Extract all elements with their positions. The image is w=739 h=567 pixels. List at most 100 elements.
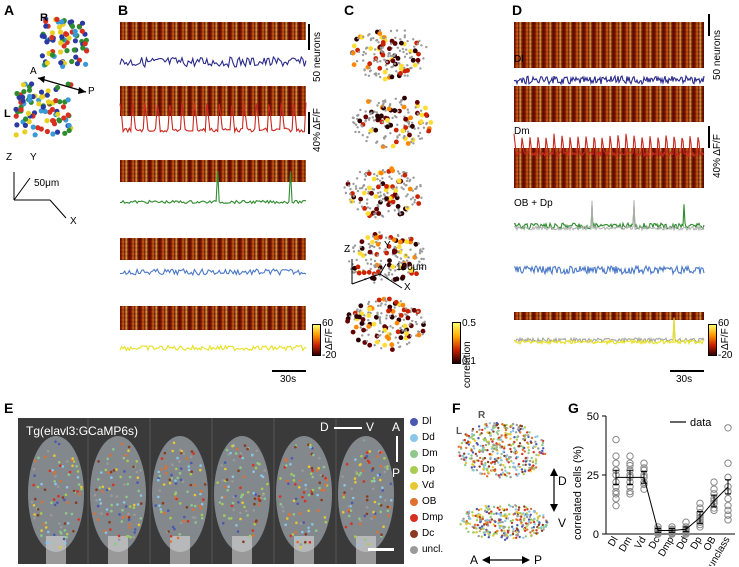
panel-b-time-scale: 30s [280, 374, 297, 385]
x-tick-label: Dmp [657, 535, 677, 559]
activity-trace [119, 171, 307, 205]
region-dot [503, 538, 507, 541]
cell-dot [366, 324, 372, 329]
x-tick-label: Dd [675, 535, 691, 552]
region-dot [296, 502, 300, 506]
cell-dot [380, 347, 383, 350]
region-dot [482, 467, 485, 471]
cell-dot [376, 313, 379, 316]
cell-dot [364, 52, 367, 55]
region-dot [242, 475, 246, 479]
cell-dot [408, 236, 411, 240]
panel-d-cbar-min: -20 [718, 350, 733, 361]
cell-dot [421, 263, 424, 266]
cell-dot [367, 34, 370, 37]
region-dot [497, 426, 500, 430]
region-dot [40, 534, 43, 537]
cell-dot [62, 130, 68, 136]
region-dot [36, 485, 40, 489]
region-dot [509, 475, 512, 479]
panel-b-neurons-scale: 50 neurons [312, 31, 323, 82]
region-dot [461, 454, 464, 458]
cell-dot [395, 186, 398, 189]
panel-a-x-label: X [70, 216, 77, 227]
region-dot [379, 465, 383, 468]
region-dot [227, 517, 231, 520]
region-dot [298, 512, 302, 515]
region-dot [198, 504, 202, 508]
cell-dot [421, 322, 426, 328]
cell-dot [352, 182, 355, 186]
region-dot [532, 520, 536, 524]
panel-b-colorbar [312, 324, 321, 356]
region-dot [534, 462, 538, 465]
region-dot [493, 469, 496, 473]
region-dot [34, 497, 37, 501]
region-dot [311, 469, 314, 472]
data-point [696, 499, 704, 508]
cell-dot [404, 307, 408, 310]
region-dot [500, 445, 504, 448]
region-dot [347, 508, 350, 512]
region-dot [322, 488, 326, 492]
region-dot [512, 537, 515, 540]
region-dot [515, 451, 519, 454]
region-dot [33, 474, 36, 477]
cell-dot [50, 118, 56, 124]
cell-dot [367, 300, 371, 304]
region-dot [309, 472, 313, 475]
region-dot [378, 451, 382, 454]
cell-dot [67, 19, 73, 25]
brain-outline [276, 436, 332, 552]
y-tick-label: 50 [587, 411, 599, 423]
cell-dot [406, 206, 409, 209]
region-dot [135, 470, 139, 474]
cell-dot [372, 188, 376, 191]
cell-dot [402, 172, 408, 178]
cell-dot [43, 18, 49, 24]
region-dot [492, 426, 495, 430]
region-dot [98, 498, 102, 501]
cell-dot [380, 41, 386, 47]
cell-dot [396, 244, 402, 250]
region-dot [251, 463, 255, 467]
region-dot [226, 488, 229, 492]
panel-e-p-label: P [392, 466, 401, 480]
region-dot [501, 423, 504, 426]
region-dot [285, 464, 288, 467]
region-dot [68, 470, 72, 474]
panel-e-legend: Dl Dd Dm Dp Vd OB Dmp Dc uncl. [410, 416, 452, 566]
region-dot [312, 453, 315, 457]
region-dot [463, 438, 466, 442]
cell-dot [381, 296, 387, 302]
region-dot [318, 486, 321, 490]
cell-dot [353, 324, 359, 330]
region-dot [477, 459, 480, 462]
region-dot [235, 447, 239, 451]
region-dot [124, 505, 128, 508]
legend-label: Vd [422, 480, 435, 491]
cell-dot [412, 142, 415, 145]
panel-d-colorbar [708, 324, 717, 356]
cell-dot [418, 260, 421, 263]
legend-label: Dp [422, 464, 435, 475]
region-dot [503, 454, 506, 458]
region-dot [122, 516, 125, 519]
cell-dot [373, 212, 376, 215]
region-dot [124, 454, 128, 457]
region-dot [529, 521, 532, 524]
region-dot [301, 530, 304, 534]
region-dot [101, 490, 104, 493]
region-dot [499, 456, 502, 459]
region-dot [159, 508, 162, 511]
region-dot [521, 525, 524, 528]
panel-b-time-scalebar [272, 370, 306, 372]
region-dot [365, 498, 369, 502]
region-dot [518, 506, 521, 509]
region-dot [77, 483, 81, 486]
cell-dot [57, 99, 63, 105]
region-dot [358, 463, 362, 467]
region-dot [497, 429, 500, 432]
region-dot [66, 460, 69, 463]
cell-dot [44, 60, 51, 66]
